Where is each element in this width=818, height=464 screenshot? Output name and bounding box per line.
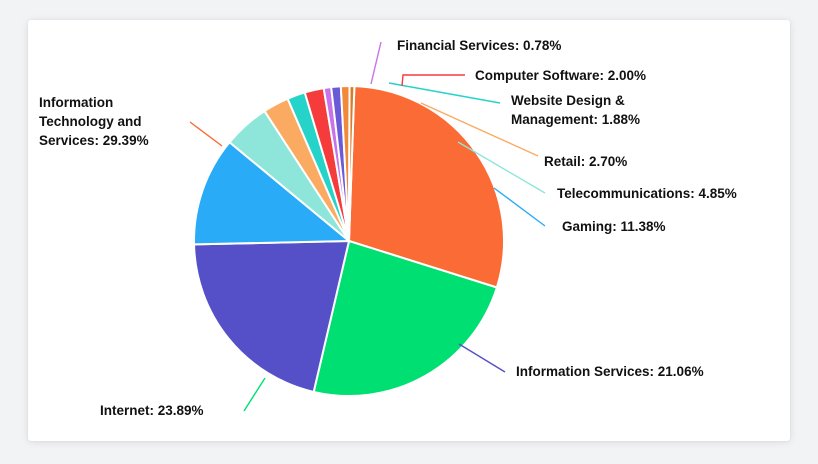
slice-labels: Information Technology and Services: 29.39…	[39, 38, 737, 418]
slice-label-website-design-management: Website Design & Management: 1.88%	[511, 93, 640, 127]
slice-label-information-services: Information Services: 21.06%	[516, 364, 704, 379]
leader-line-telecommunications	[457, 141, 546, 194]
leader-line-information-technology-and-services	[189, 121, 223, 147]
slice-label-internet: Internet: 23.89%	[100, 403, 204, 418]
leader-line-website-design-management	[388, 82, 501, 104]
pie-slice-internet	[312, 240, 498, 397]
leader-line-information-services	[458, 343, 506, 373]
leader-lines	[189, 41, 546, 412]
slice-label-financial-services: Financial Services: 0.78%	[397, 38, 561, 53]
leader-line-financial-services	[370, 41, 382, 85]
leader-line-gaming	[493, 187, 546, 227]
leader-line-retail	[420, 102, 539, 157]
slice-label-computer-software: Computer Software: 2.00%	[475, 68, 646, 83]
slice-label-retail: Retail: 2.70%	[544, 154, 627, 169]
slice-label-gaming: Gaming: 11.38%	[562, 219, 666, 234]
pie-slice-gaming	[193, 141, 350, 246]
leader-line-computer-software	[401, 74, 465, 87]
pie-slices	[193, 84, 505, 397]
slice-label-information-technology-and-services: Information Technology and Services: 29.39…	[39, 95, 149, 148]
slice-label-telecommunications: Telecommunications: 4.85%	[557, 186, 737, 201]
leader-line-internet	[243, 377, 266, 412]
pie-slice-information-services	[193, 240, 350, 393]
pie-slice-unlabeled-11	[348, 85, 356, 242]
